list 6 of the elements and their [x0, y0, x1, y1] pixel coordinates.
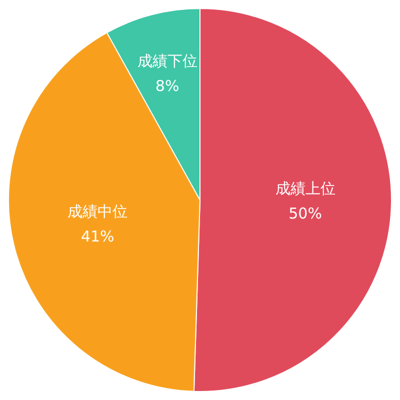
data-label: 41%: [80, 228, 114, 246]
slice-label: 成績下位: [137, 52, 198, 70]
data-label: 50%: [288, 204, 322, 223]
slice-label: 成績上位: [275, 180, 336, 198]
data-label: 8%: [155, 76, 180, 95]
slice-label: 成績中位: [68, 202, 128, 221]
